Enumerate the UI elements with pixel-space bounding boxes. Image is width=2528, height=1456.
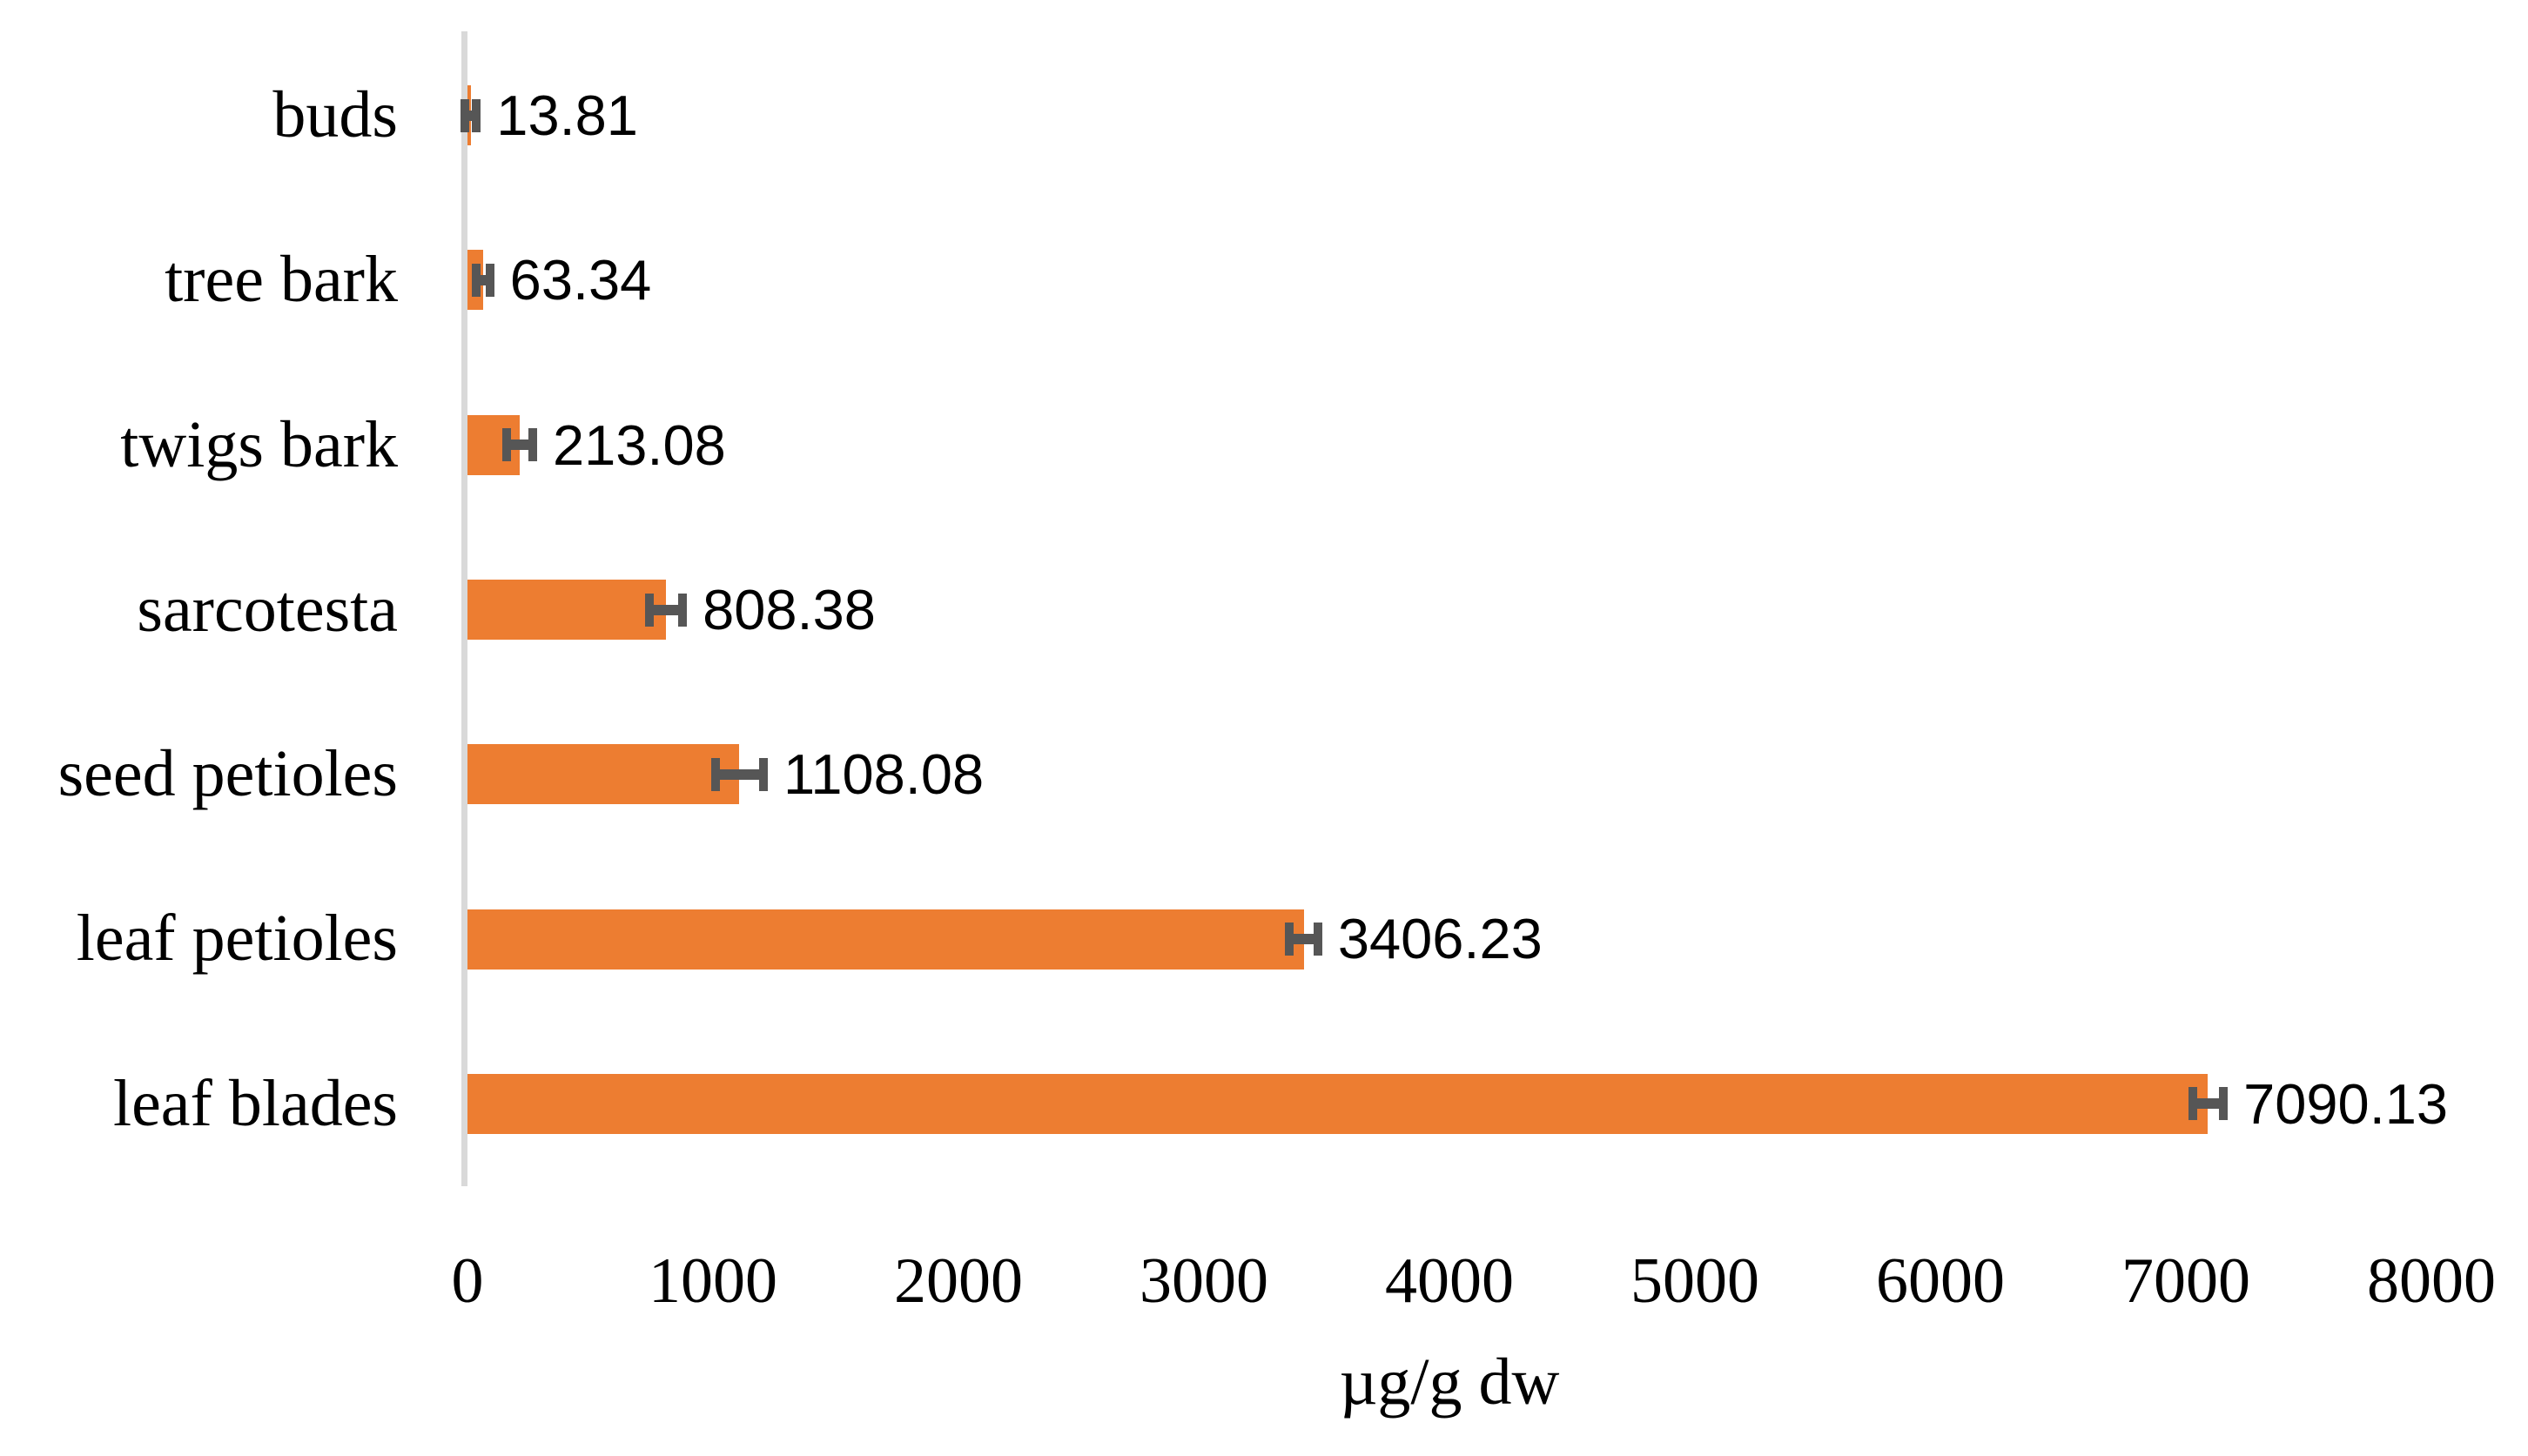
category-label: sarcotesta (137, 572, 398, 646)
error-bar (644, 593, 688, 627)
bar (467, 580, 666, 640)
x-tick-label: 8000 (2367, 1245, 2496, 1317)
x-tick-label: 7000 (2121, 1245, 2250, 1317)
category-label: buds (272, 78, 398, 151)
error-bar (710, 757, 769, 791)
value-label: 1108.08 (783, 742, 985, 807)
x-tick-label: 3000 (1140, 1245, 1268, 1317)
value-label: 213.08 (552, 413, 726, 477)
category-label: seed petioles (57, 737, 398, 811)
error-bar-line (2196, 1098, 2220, 1110)
value-label: 7090.13 (2243, 1071, 2449, 1136)
error-bar (461, 98, 481, 132)
error-bar-line (653, 604, 679, 615)
error-bar (1285, 923, 1322, 956)
error-bar-line (1294, 934, 1314, 945)
category-label: leaf blades (112, 1066, 398, 1140)
x-tick-label: 4000 (1385, 1245, 1514, 1317)
x-tick-label: 1000 (649, 1245, 777, 1317)
value-label: 63.34 (509, 248, 652, 312)
x-axis-title: µg/g dw (1339, 1345, 1560, 1419)
bar (467, 1073, 2209, 1134)
bar (467, 909, 1304, 970)
value-label: 808.38 (703, 577, 876, 641)
error-bar (502, 428, 537, 462)
x-tick-label: 5000 (1630, 1245, 1759, 1317)
error-bar-line (481, 274, 486, 285)
x-tick-label: 6000 (1876, 1245, 2005, 1317)
category-label: tree bark (165, 243, 398, 317)
x-tick-label: 2000 (894, 1245, 1023, 1317)
error-bar-line (469, 110, 473, 121)
error-bar-line (511, 439, 528, 451)
value-label: 3406.23 (1337, 907, 1543, 971)
x-tick-label: 0 (451, 1245, 484, 1317)
error-bar-line (719, 768, 760, 780)
error-bar (2188, 1087, 2229, 1121)
bar (467, 744, 740, 805)
category-label: leaf petioles (76, 902, 398, 976)
error-bar (472, 263, 494, 297)
category-label: twigs bark (120, 407, 398, 481)
value-label: 13.81 (496, 84, 638, 147)
category-axis-line (461, 31, 467, 1186)
